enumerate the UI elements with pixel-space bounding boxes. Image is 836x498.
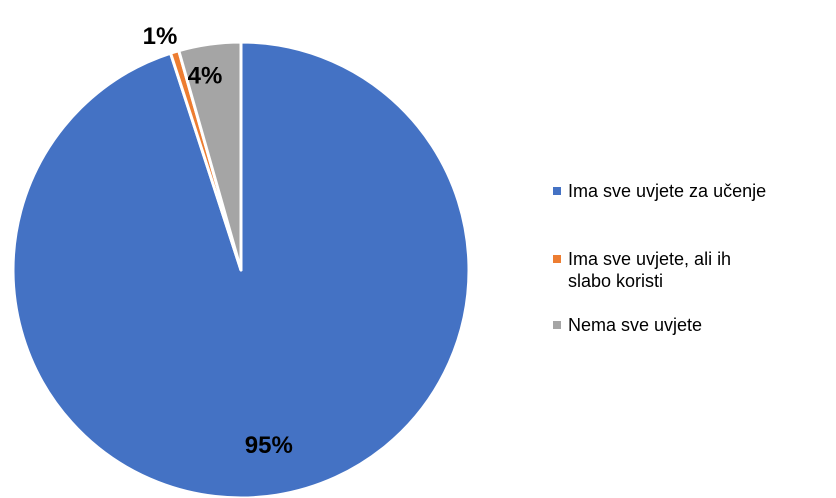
pie-data-label-1: 1%	[143, 23, 178, 50]
legend-item-1: Ima sve uvjete, ali ih slabo koristi	[553, 248, 731, 292]
legend-label-2: Nema sve uvjete	[568, 315, 703, 335]
pie-data-label-0: 95%	[245, 432, 293, 459]
pie-data-labels: 95% 1% 4%	[143, 23, 293, 459]
legend-item-2: Nema sve uvjete	[553, 314, 702, 336]
legend-swatch-2	[553, 321, 561, 329]
pie-slice-2	[177, 40, 243, 272]
legend-swatch-1	[553, 255, 561, 263]
pie-slices	[11, 40, 471, 498]
legend-label-0: Ima sve uvjete za učenje	[568, 181, 767, 201]
legend-label-1: Ima sve uvjete, ali ih slabo koristi	[568, 249, 732, 291]
pie-data-label-2: 4%	[188, 62, 223, 89]
legend-item-0: Ima sve uvjete za učenje	[553, 180, 766, 202]
legend-swatch-0	[553, 187, 561, 195]
